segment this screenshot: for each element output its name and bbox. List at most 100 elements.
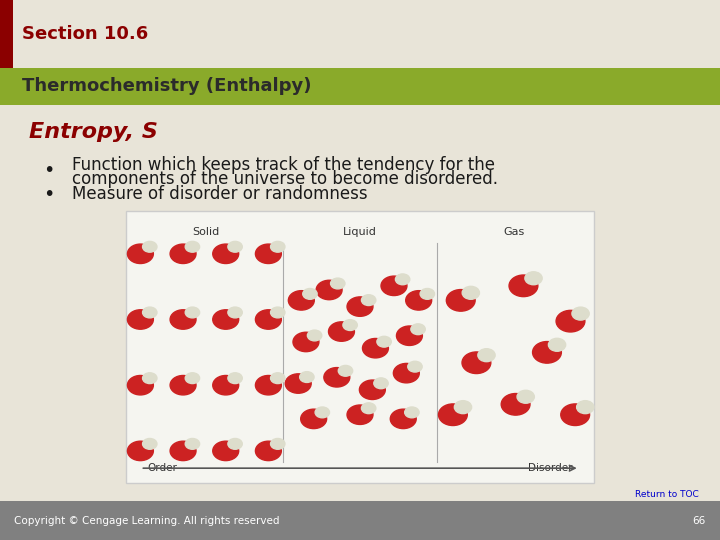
Circle shape — [271, 307, 285, 318]
Circle shape — [256, 375, 282, 395]
Circle shape — [228, 307, 242, 318]
Circle shape — [577, 401, 594, 414]
Circle shape — [377, 336, 391, 347]
Circle shape — [300, 372, 314, 382]
Text: components of the universe to become disordered.: components of the universe to become dis… — [72, 170, 498, 188]
Circle shape — [556, 310, 585, 332]
Circle shape — [359, 380, 385, 400]
Circle shape — [170, 244, 196, 264]
Circle shape — [302, 288, 317, 299]
Circle shape — [343, 320, 357, 330]
Circle shape — [549, 338, 566, 351]
Text: •: • — [43, 160, 55, 180]
Circle shape — [256, 244, 282, 264]
Circle shape — [170, 441, 196, 461]
Circle shape — [228, 373, 242, 383]
Circle shape — [301, 409, 327, 429]
Circle shape — [307, 330, 322, 341]
Circle shape — [228, 438, 242, 449]
Circle shape — [454, 401, 472, 414]
Text: Order: Order — [148, 463, 177, 473]
Text: Entropy, S: Entropy, S — [29, 122, 158, 143]
Circle shape — [213, 244, 239, 264]
Circle shape — [438, 404, 467, 426]
Circle shape — [397, 326, 423, 346]
Circle shape — [143, 438, 157, 449]
FancyBboxPatch shape — [0, 501, 720, 540]
Circle shape — [362, 339, 388, 358]
FancyBboxPatch shape — [126, 211, 594, 483]
Circle shape — [374, 378, 388, 389]
Circle shape — [509, 275, 538, 296]
Circle shape — [127, 441, 153, 461]
FancyBboxPatch shape — [0, 0, 13, 68]
Circle shape — [338, 366, 353, 376]
Circle shape — [347, 405, 373, 424]
Circle shape — [271, 241, 285, 252]
Circle shape — [228, 241, 242, 252]
Circle shape — [127, 244, 153, 264]
Text: 66: 66 — [693, 516, 706, 525]
Circle shape — [561, 404, 590, 426]
Circle shape — [330, 278, 345, 289]
Circle shape — [288, 291, 314, 310]
Circle shape — [143, 307, 157, 318]
FancyBboxPatch shape — [0, 68, 720, 105]
Circle shape — [127, 375, 153, 395]
Circle shape — [316, 280, 342, 300]
Text: Measure of disorder or randomness: Measure of disorder or randomness — [72, 185, 368, 204]
Circle shape — [446, 289, 475, 311]
Circle shape — [213, 441, 239, 461]
Circle shape — [185, 307, 199, 318]
Circle shape — [347, 297, 373, 316]
Circle shape — [271, 438, 285, 449]
Circle shape — [381, 276, 407, 295]
Circle shape — [572, 307, 589, 320]
Circle shape — [185, 241, 199, 252]
Circle shape — [324, 368, 350, 387]
Circle shape — [271, 373, 285, 383]
Text: Copyright © Cengage Learning. All rights reserved: Copyright © Cengage Learning. All rights… — [14, 516, 280, 525]
Circle shape — [361, 295, 376, 306]
Circle shape — [411, 324, 426, 335]
Circle shape — [185, 373, 199, 383]
Circle shape — [390, 409, 416, 429]
Circle shape — [361, 403, 376, 414]
Circle shape — [462, 352, 491, 374]
Text: Disorder: Disorder — [528, 463, 572, 473]
Circle shape — [127, 310, 153, 329]
Circle shape — [462, 286, 480, 299]
Circle shape — [293, 332, 319, 352]
Text: Liquid: Liquid — [343, 227, 377, 237]
Circle shape — [533, 341, 562, 363]
Circle shape — [420, 288, 435, 299]
Circle shape — [256, 441, 282, 461]
Circle shape — [256, 310, 282, 329]
Circle shape — [517, 390, 534, 403]
Text: Thermochemistry (Enthalpy): Thermochemistry (Enthalpy) — [22, 77, 311, 96]
Text: Gas: Gas — [504, 227, 525, 237]
Circle shape — [213, 375, 239, 395]
Circle shape — [525, 272, 542, 285]
Text: Function which keeps track of the tendency for the: Function which keeps track of the tenden… — [72, 156, 495, 174]
Circle shape — [185, 438, 199, 449]
Circle shape — [285, 374, 311, 393]
Circle shape — [143, 241, 157, 252]
Circle shape — [405, 407, 419, 418]
Text: Return to TOC: Return to TOC — [634, 490, 698, 498]
FancyBboxPatch shape — [0, 0, 720, 68]
Circle shape — [213, 310, 239, 329]
Circle shape — [395, 274, 410, 285]
Circle shape — [501, 394, 530, 415]
Text: Section 10.6: Section 10.6 — [22, 25, 148, 43]
Circle shape — [393, 363, 419, 383]
Circle shape — [315, 407, 330, 418]
Circle shape — [170, 310, 196, 329]
Circle shape — [170, 375, 196, 395]
Circle shape — [328, 322, 354, 341]
Text: Solid: Solid — [192, 227, 219, 237]
Circle shape — [408, 361, 422, 372]
Circle shape — [143, 373, 157, 383]
Text: •: • — [43, 185, 55, 204]
Circle shape — [406, 291, 432, 310]
